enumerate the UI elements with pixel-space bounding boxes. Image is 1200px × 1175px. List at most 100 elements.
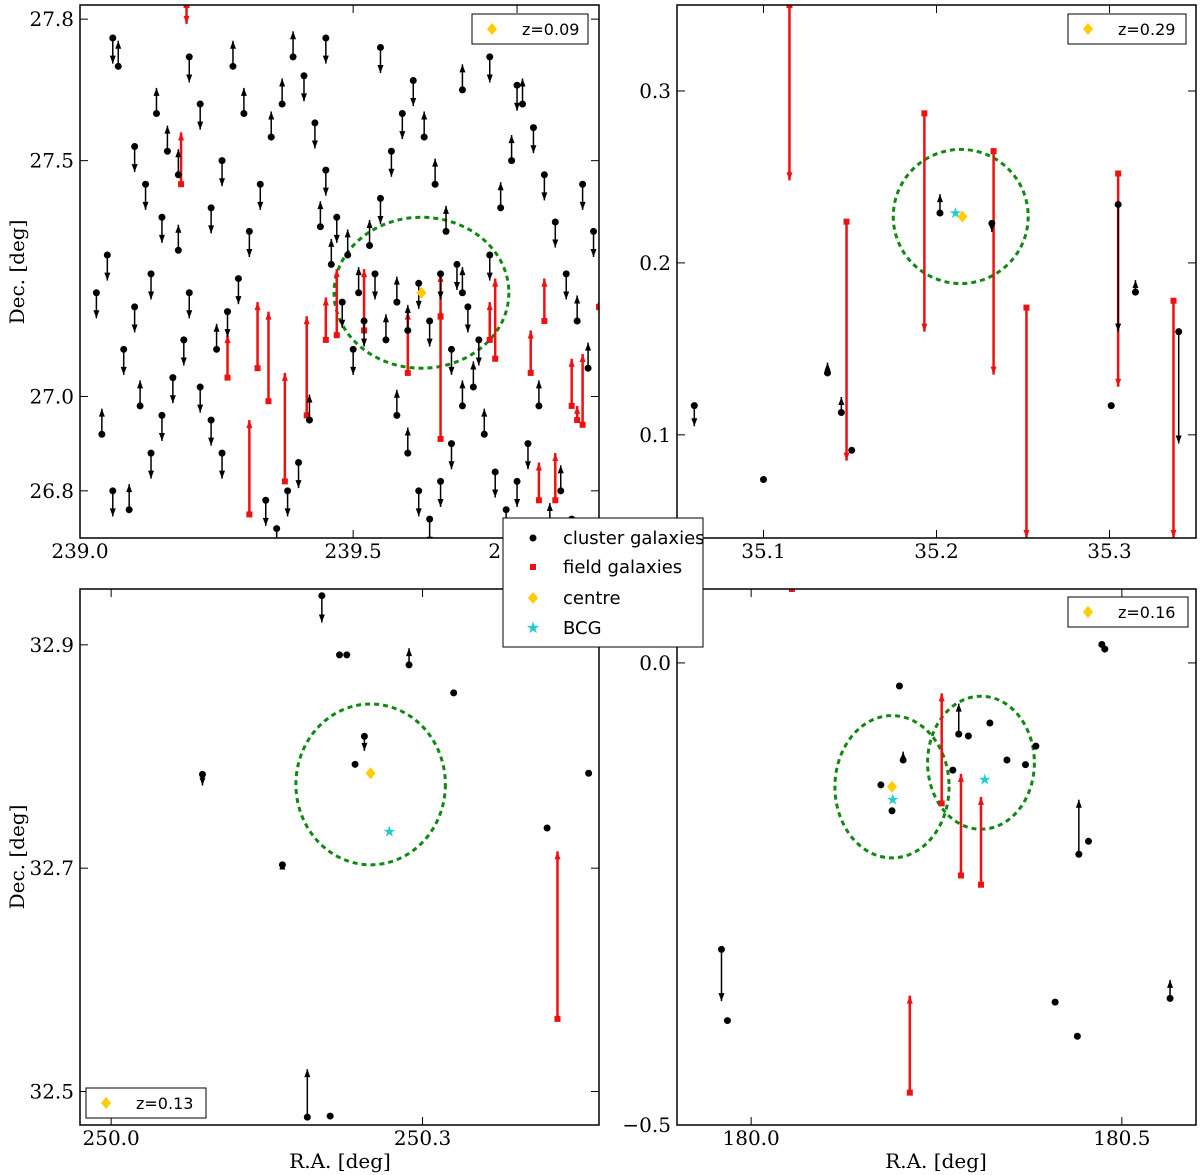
y-tick-label: 32.7: [29, 856, 74, 880]
cluster-galaxy-marker: [382, 336, 390, 344]
cluster-galaxy-marker: [458, 289, 466, 297]
field-galaxy-arrow: [541, 278, 548, 322]
y-tick-label: 27.5: [29, 149, 74, 173]
redshift-legend-top-right: z=0.29: [1067, 13, 1187, 45]
bcg-marker: ★: [978, 770, 991, 788]
cluster-galaxy-marker: [1032, 742, 1040, 750]
axes-frames: [79, 4, 1197, 1126]
cluster-galaxy-arrow: [328, 238, 335, 265]
cluster-galaxy-marker: [848, 446, 856, 454]
cluster-galaxy-marker: [513, 81, 521, 89]
cluster-galaxy-marker: [573, 317, 581, 325]
cluster-galaxy-arrow: [464, 306, 471, 333]
field-galaxy-marker: [404, 369, 411, 376]
cluster-galaxy-marker: [450, 689, 458, 697]
panel-bottom-left: ★: [198, 592, 593, 1121]
cluster-galaxy-arrow: [530, 127, 537, 154]
field-galaxy-marker: [843, 218, 850, 225]
cluster-galaxy-arrow: [492, 471, 499, 498]
cluster-galaxy-marker: [229, 62, 237, 70]
axes-frame: [676, 588, 1197, 1126]
bcg-marker-icon: ★: [526, 618, 540, 637]
cluster-galaxy-marker: [207, 416, 215, 424]
field-galaxy-marker: [788, 589, 795, 592]
centre-marker-icon: [487, 23, 497, 35]
cluster-galaxy-arrow: [1175, 331, 1182, 444]
cluster-galaxy-arrow: [344, 229, 351, 255]
cluster-galaxy-marker: [1114, 200, 1122, 208]
cluster-galaxy-marker: [717, 945, 725, 953]
centre-marker-icon: [101, 1097, 111, 1109]
panel-bottom-right: ★★: [717, 589, 1174, 1096]
field-galaxy-marker: [492, 355, 499, 362]
cluster-galaxy-marker: [169, 374, 177, 382]
cluster-galaxy-marker: [92, 289, 100, 297]
cluster-galaxy-marker: [343, 651, 351, 659]
cluster-galaxy-marker: [322, 34, 330, 42]
cluster-galaxy-marker: [198, 770, 206, 778]
cluster-galaxy-marker: [557, 487, 565, 495]
centre-marker: [365, 767, 376, 780]
cluster-galaxy-marker: [278, 861, 286, 869]
cluster-galaxy-arrow: [169, 377, 176, 404]
cluster-galaxy-marker: [955, 730, 963, 738]
cluster-galaxy-marker: [393, 298, 401, 306]
cluster-galaxy-arrow: [224, 311, 231, 338]
x-tick-label: 35.3: [1087, 539, 1132, 563]
cluster-galaxy-arrow: [142, 184, 149, 210]
cluster-galaxy-marker: [180, 336, 188, 344]
cluster-galaxy-marker: [508, 157, 516, 165]
cluster-galaxy-marker: [420, 133, 428, 141]
cluster-galaxy-marker: [899, 756, 907, 764]
cluster-galaxy-marker: [1166, 994, 1174, 1002]
cluster-galaxy-marker: [491, 468, 499, 476]
cluster-galaxy-arrow: [219, 160, 226, 187]
cluster-galaxy-marker: [98, 430, 106, 438]
cluster-galaxy-marker: [469, 383, 477, 391]
cluster-galaxy-arrow: [304, 1069, 311, 1118]
cluster-galaxy-marker: [318, 592, 326, 600]
cluster-galaxy-arrow: [197, 387, 204, 413]
cluster-galaxy-marker: [404, 326, 412, 334]
field-galaxy-marker: [568, 402, 575, 409]
cluster-galaxy-marker: [185, 53, 193, 61]
cluster-galaxy-marker: [158, 213, 166, 221]
cluster-galaxy-arrow: [164, 125, 171, 152]
cluster-galaxy-marker: [837, 408, 845, 416]
legend-field-label: field galaxies: [563, 557, 682, 578]
cluster-galaxy-marker: [300, 72, 308, 80]
cluster-galaxy-arrow: [497, 182, 504, 208]
cluster-galaxy-marker: [360, 732, 368, 740]
cluster-galaxy-arrow: [481, 408, 488, 435]
field-galaxy-marker: [527, 369, 534, 376]
y-tick-label: −0.5: [622, 1113, 671, 1137]
cluster-galaxy-marker: [404, 449, 412, 457]
cluster-galaxy-arrow: [295, 462, 302, 489]
cluster-galaxy-arrow: [126, 484, 133, 510]
cluster-galaxy-marker: [895, 682, 903, 690]
y-tick-label: 27.0: [29, 385, 74, 409]
cluster-galaxy-arrow: [339, 302, 346, 328]
cluster-galaxy-arrow: [279, 78, 286, 105]
cluster-galaxy-marker: [1075, 850, 1083, 858]
cluster-galaxy-marker: [497, 204, 505, 212]
cluster-galaxy-arrow: [120, 349, 127, 375]
cluster-galaxy-marker: [398, 109, 406, 117]
cluster-galaxy-marker: [262, 496, 270, 504]
cluster-aperture-circle: [294, 702, 447, 867]
cluster-galaxy-arrow: [377, 198, 384, 224]
cluster-galaxy-marker: [338, 298, 346, 306]
cluster-galaxy-marker: [355, 289, 363, 297]
cluster-galaxy-arrow: [318, 595, 325, 623]
x-tick-label: 180.5: [1093, 1126, 1150, 1150]
field-galaxy-arrow: [303, 316, 310, 416]
cluster-galaxy-arrow: [197, 104, 204, 130]
y-tick-label: 0.0: [639, 651, 671, 675]
cluster-galaxy-marker: [877, 781, 885, 789]
cluster-galaxy-marker: [371, 270, 379, 278]
centre-marker-icon: [1083, 606, 1093, 618]
cluster-galaxy-marker: [174, 171, 182, 179]
cluster-galaxy-arrow: [410, 80, 417, 107]
cluster-galaxy-marker: [590, 227, 598, 235]
